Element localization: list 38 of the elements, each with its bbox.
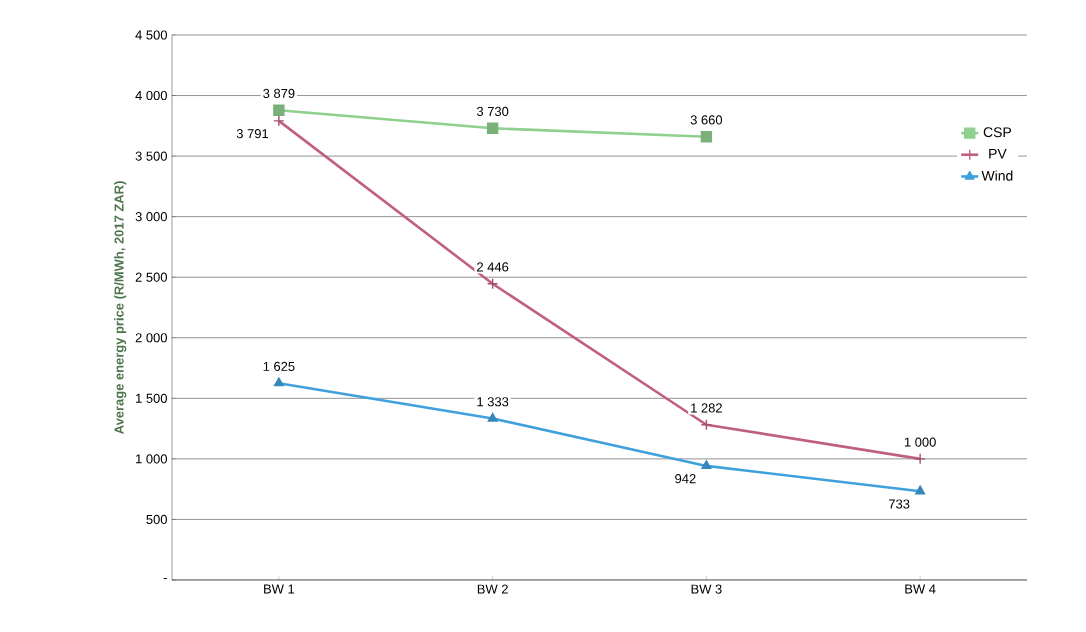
y-tick-label: 3 000 xyxy=(135,212,167,222)
x-tick-label: BW 4 xyxy=(905,584,936,594)
data-label: 1 282 xyxy=(691,403,722,413)
point xyxy=(915,485,926,495)
y-tick-label: 4 000 xyxy=(135,90,167,101)
y-tick-label: 3 500 xyxy=(135,151,167,161)
data-label: 1 333 xyxy=(477,397,509,407)
x-tick-label: BW 3 xyxy=(691,584,722,594)
data-label: 942 xyxy=(675,474,696,484)
point xyxy=(273,115,284,126)
x-tick-label: BW 1 xyxy=(264,584,295,594)
data-label: 1 000 xyxy=(904,437,936,447)
legend-label: PV xyxy=(989,148,1007,159)
x-tick-label: BW 2 xyxy=(477,584,508,594)
data-label: 733 xyxy=(889,499,910,509)
y-axis-title: Average energy price (R/MWh, 2017 ZAR) xyxy=(114,181,127,434)
data-label: 3 791 xyxy=(236,129,269,139)
y-tick-label: 1 500 xyxy=(136,393,167,403)
y-tick-label: - xyxy=(163,578,167,580)
y-tick-label: 2 000 xyxy=(135,333,167,343)
point xyxy=(273,104,285,116)
point xyxy=(701,460,712,470)
data-label: 3 730 xyxy=(476,106,509,117)
legend-label: Wind xyxy=(981,170,1013,181)
point xyxy=(700,131,713,143)
data-label: 1 625 xyxy=(263,361,295,371)
data-label: 3 660 xyxy=(690,115,723,125)
point xyxy=(487,412,498,422)
y-tick-label: 500 xyxy=(146,514,167,525)
y-tick-label: 2 500 xyxy=(135,272,167,282)
legend-label: CSP xyxy=(983,127,1012,138)
point xyxy=(273,377,284,387)
y-tick-label: 4 500 xyxy=(135,30,167,40)
y-tick-label: 1 000 xyxy=(136,454,167,464)
data-label: 2 446 xyxy=(477,262,509,272)
point xyxy=(486,122,499,134)
point xyxy=(915,453,926,464)
data-label: 3 879 xyxy=(263,88,295,98)
